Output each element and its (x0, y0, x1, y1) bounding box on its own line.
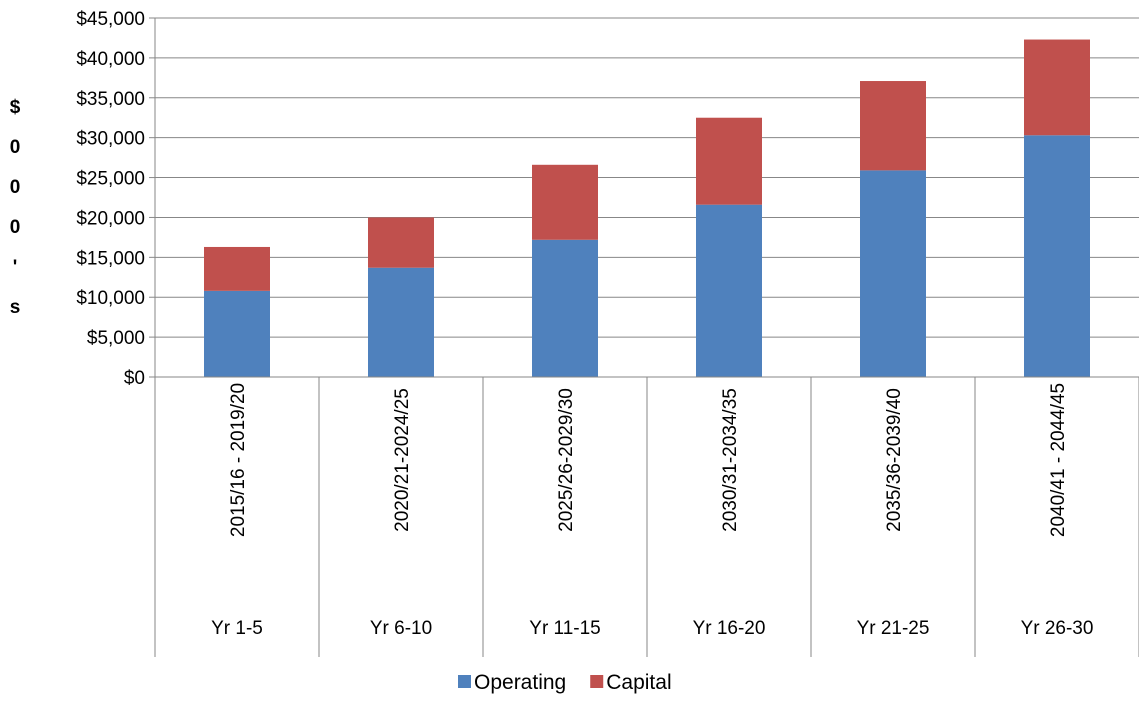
bar-capital (368, 217, 434, 268)
y-tick-label: $0 (124, 368, 145, 389)
y-tick-label: $40,000 (76, 49, 145, 70)
y-tick-label: $35,000 (76, 89, 145, 110)
legend-swatch-operating (458, 675, 471, 688)
bar-capital (860, 81, 926, 171)
x-group-label: Yr 6-10 (370, 618, 432, 639)
legend-label-capital: Capital (606, 671, 671, 694)
x-category-label: 2030/31-2034/35 (720, 388, 741, 532)
y-tick-label: $30,000 (76, 129, 145, 150)
bars (204, 39, 1090, 377)
bar-operating (860, 170, 926, 377)
bar-operating (696, 204, 762, 377)
x-category-labels: 2015/16 - 2019/20 Yr 1-5 2020/21-2024/25 Yr… (211, 383, 1093, 639)
bar-operating (368, 267, 434, 377)
x-group-label: Yr 26-30 (1021, 618, 1094, 639)
x-category-label: 2025/26-2029/30 (556, 388, 577, 532)
y-tick-label: $10,000 (76, 288, 145, 309)
y-axis-label-char: 0 (10, 217, 21, 238)
gridlines (149, 17, 1139, 378)
legend-label-operating: Operating (474, 671, 566, 694)
x-category-label: 2020/21-2024/25 (392, 388, 413, 532)
y-axis-label: $0 0 0 ' s (10, 97, 21, 318)
bar-capital (532, 164, 598, 240)
y-axis-label-char: ' (13, 257, 18, 278)
x-group-label: Yr 16-20 (693, 618, 766, 639)
y-axis-label-char: s (10, 297, 21, 318)
y-axis-label-char: 0 (10, 177, 21, 198)
x-category-label: 2040/41 - 2044/45 (1048, 383, 1069, 537)
y-axis-label-char: $ (10, 97, 21, 118)
bar-operating (204, 290, 270, 377)
x-group-label: Yr 21-25 (857, 618, 930, 639)
x-group-label: Yr 1-5 (211, 618, 263, 639)
y-axis-label-char: 0 (10, 137, 21, 158)
bar-capital (696, 117, 762, 205)
y-tick-label: $20,000 (76, 208, 145, 229)
bar-operating (532, 239, 598, 377)
y-tick-labels: $0 $5,000 $10,000 $15,000 $20,000 $25,000 $30,… (76, 9, 145, 389)
axes (154, 18, 1139, 657)
x-group-label: Yr 11-15 (529, 618, 600, 639)
y-tick-label: $25,000 (76, 169, 145, 190)
y-tick-label: $5,000 (87, 328, 145, 349)
x-category-label: 2035/36-2039/40 (884, 388, 905, 532)
y-tick-label: $15,000 (76, 248, 145, 269)
bar-capital (1024, 39, 1090, 136)
bar-operating (1024, 135, 1090, 377)
legend-swatch-capital (590, 675, 604, 688)
y-tick-label: $45,000 (76, 9, 145, 30)
legend: Operating Capital (458, 671, 672, 694)
x-category-label: 2015/16 - 2019/20 (228, 383, 249, 537)
bar-capital (204, 246, 270, 291)
